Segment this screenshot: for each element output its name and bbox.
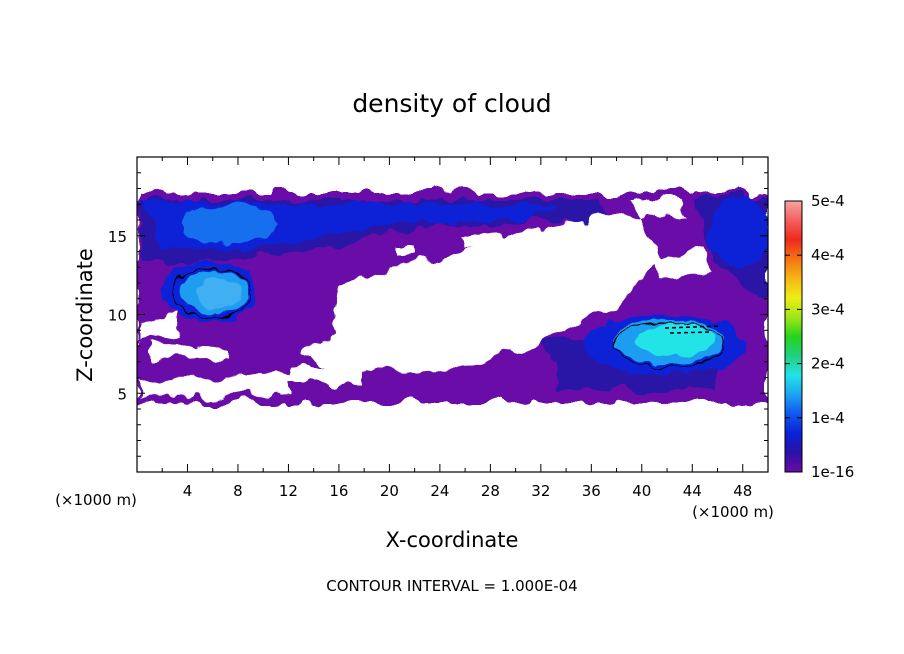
colorbar-tick-label: 2e-4 <box>811 355 845 373</box>
x-tick-label: 40 <box>632 482 651 500</box>
x-tick-label: 24 <box>430 482 449 500</box>
x-tick-label: 16 <box>329 482 348 500</box>
x-axis-label: X-coordinate <box>386 528 519 552</box>
x-unit-left: (×1000 m) <box>55 491 137 509</box>
colorbar-tick-label: 1e-16 <box>811 463 854 481</box>
heatmap-field <box>137 193 768 403</box>
y-axis-label: Z-coordinate <box>73 248 97 382</box>
contour-interval-footer: CONTOUR INTERVAL = 1.000E-04 <box>326 577 577 595</box>
y-tick-label: 15 <box>108 228 127 246</box>
x-tick-label: 8 <box>233 482 243 500</box>
x-unit-right: (×1000 m) <box>692 503 774 521</box>
colorbar-tick-label: 3e-4 <box>811 300 845 318</box>
y-tick-label: 10 <box>108 307 127 325</box>
x-tick-label: 32 <box>531 482 550 500</box>
x-tick-label: 48 <box>733 482 752 500</box>
x-tick-label: 12 <box>279 482 298 500</box>
colorbar-tick-label: 4e-4 <box>811 246 845 264</box>
contour-dashes <box>664 325 721 334</box>
clear-regions <box>140 200 710 398</box>
colorbar <box>784 200 803 473</box>
x-axis-ticks: 4 8 12 16 20 24 28 32 36 40 44 48 <box>161 157 752 500</box>
x-tick-label: 44 <box>683 482 702 500</box>
chart-title: density of cloud <box>352 89 551 118</box>
colorbar-tick-label: 5e-4 <box>811 192 845 210</box>
x-tick-label: 20 <box>380 482 399 500</box>
colorbar-ticks: 1e-16 1e-4 2e-4 3e-4 4e-4 5e-4 <box>785 192 854 481</box>
x-tick-label: 36 <box>582 482 601 500</box>
x-tick-label: 4 <box>183 482 193 500</box>
contour-lines <box>171 267 726 368</box>
x-tick-label: 28 <box>481 482 500 500</box>
y-axis-ticks: 5 10 15 <box>108 172 768 457</box>
cyan-core <box>196 278 715 356</box>
y-tick-label: 5 <box>117 385 127 403</box>
colorbar-tick-label: 1e-4 <box>811 409 845 427</box>
